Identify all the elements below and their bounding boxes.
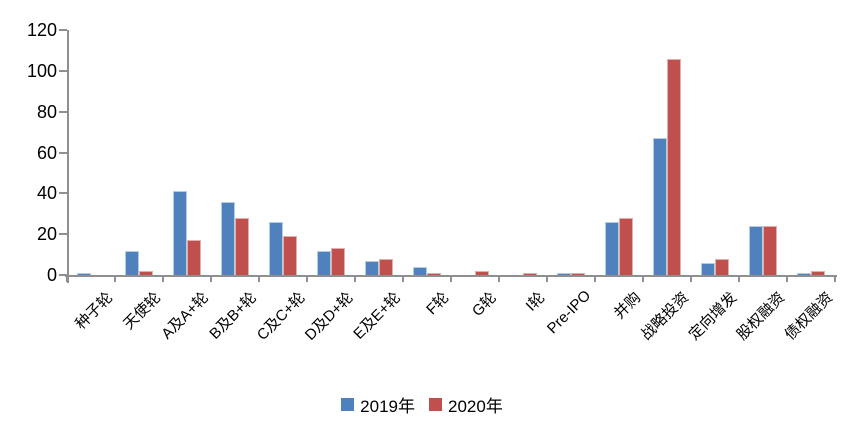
bar-2019年-B及B+轮 [221,201,235,275]
x-axis-label-并购: 并购 [610,289,645,323]
bar-2020年-股权融资 [763,226,777,275]
y-tick-label-0: 0 [46,265,57,285]
bar-2020年-并购 [619,217,633,275]
x-tick-14 [738,277,740,282]
legend: 2019年 2020年 [0,392,844,417]
x-tick-6 [354,277,356,282]
bar-2020年-战略投资 [667,58,681,275]
x-axis-label-定向增发: 定向增发 [685,289,741,344]
x-tick-16 [834,277,836,282]
x-tick-9 [498,277,500,282]
bar-2020年-F轮 [427,272,441,275]
y-axis-line [67,30,69,283]
x-tick-11 [594,277,596,282]
x-axis-label-C及C+轮: C及C+轮 [253,289,309,344]
x-axis-label-B及B+轮: B及B+轮 [206,289,261,343]
y-tick-100 [59,69,67,72]
x-axis-label-Pre-IPO: Pre-IPO [543,287,595,338]
x-tick-5 [306,277,308,282]
legend-label-2020: 2020年 [448,397,503,416]
plot-area [59,29,837,283]
x-axis-label-F轮: F轮 [423,289,453,319]
bar-2019年-债权融资 [797,272,811,275]
x-axis-label-E及E+轮: E及E+轮 [350,289,405,343]
legend-item-2020: 2020年 [429,392,503,417]
bar-2020年-定向增发 [715,258,729,275]
x-axis-label-战略投资: 战略投资 [637,289,693,344]
x-axis-label-G轮: G轮 [469,289,501,321]
x-axis-label-A及A+轮: A及A+轮 [158,289,213,343]
y-tick-60 [59,151,67,154]
x-tick-15 [786,277,788,282]
bar-2020年-E及E+轮 [379,258,393,275]
x-tick-10 [546,277,548,282]
bar-2020年-D及D+轮 [331,248,345,275]
x-axis-label-D及D+轮: D及D+轮 [301,289,357,344]
legend-item-2019: 2019年 [341,392,415,417]
x-tick-0 [66,277,68,282]
x-axis-label-种子轮: 种子轮 [72,289,117,333]
x-tick-12 [642,277,644,282]
y-tick-20 [59,233,67,236]
y-tick-label-100: 100 [26,60,57,81]
bar-2019年-战略投资 [653,138,667,275]
bar-2019年-C及C+轮 [269,221,283,275]
bar-2019年-Pre-IPO [557,272,571,275]
bar-2019年-并购 [605,221,619,275]
x-axis-label-债权融资: 债权融资 [781,289,837,344]
bar-2020年-B及B+轮 [235,217,249,275]
bar-2020年-债权融资 [811,270,825,275]
bar-2020年-天使轮 [139,270,153,275]
bar-2020年-C及C+轮 [283,236,297,275]
bar-2019年-E及E+轮 [365,260,379,275]
x-tick-2 [162,277,164,282]
bar-2019年-A及A+轮 [173,191,187,275]
y-tick-120 [59,29,67,32]
bar-2020年-A及A+轮 [187,240,201,275]
x-tick-13 [690,277,692,282]
bar-2019年-天使轮 [125,250,139,275]
bar-2020年-G轮 [475,270,489,275]
x-tick-3 [210,277,212,282]
x-axis-label-I轮: I轮 [522,289,549,315]
y-tick-40 [59,192,67,195]
bar-2019年-D及D+轮 [317,250,331,275]
x-axis-label-股权融资: 股权融资 [733,289,789,344]
y-tick-label-40: 40 [36,183,57,204]
x-axis-line [65,275,837,277]
bar-2019年-种子轮 [77,272,91,275]
x-tick-1 [114,277,116,282]
x-tick-7 [402,277,404,282]
y-tick-0 [59,274,67,276]
x-tick-8 [450,277,452,282]
bar-2019年-F轮 [413,266,427,275]
bar-2019年-定向增发 [701,262,715,275]
legend-swatch-2019 [341,398,355,411]
bar-2020年-Pre-IPO [571,272,585,275]
y-tick-label-60: 60 [36,142,57,163]
bar-2019年-股权融资 [749,226,763,275]
y-tick-label-20: 20 [36,224,57,245]
legend-swatch-2020 [429,398,442,411]
y-tick-80 [59,110,67,113]
legend-label-2019: 2019年 [360,397,415,416]
y-tick-label-120: 120 [26,20,57,40]
y-tick-label-80: 80 [36,101,57,122]
x-tick-4 [258,277,260,282]
bar-2020年-I轮 [523,272,537,275]
